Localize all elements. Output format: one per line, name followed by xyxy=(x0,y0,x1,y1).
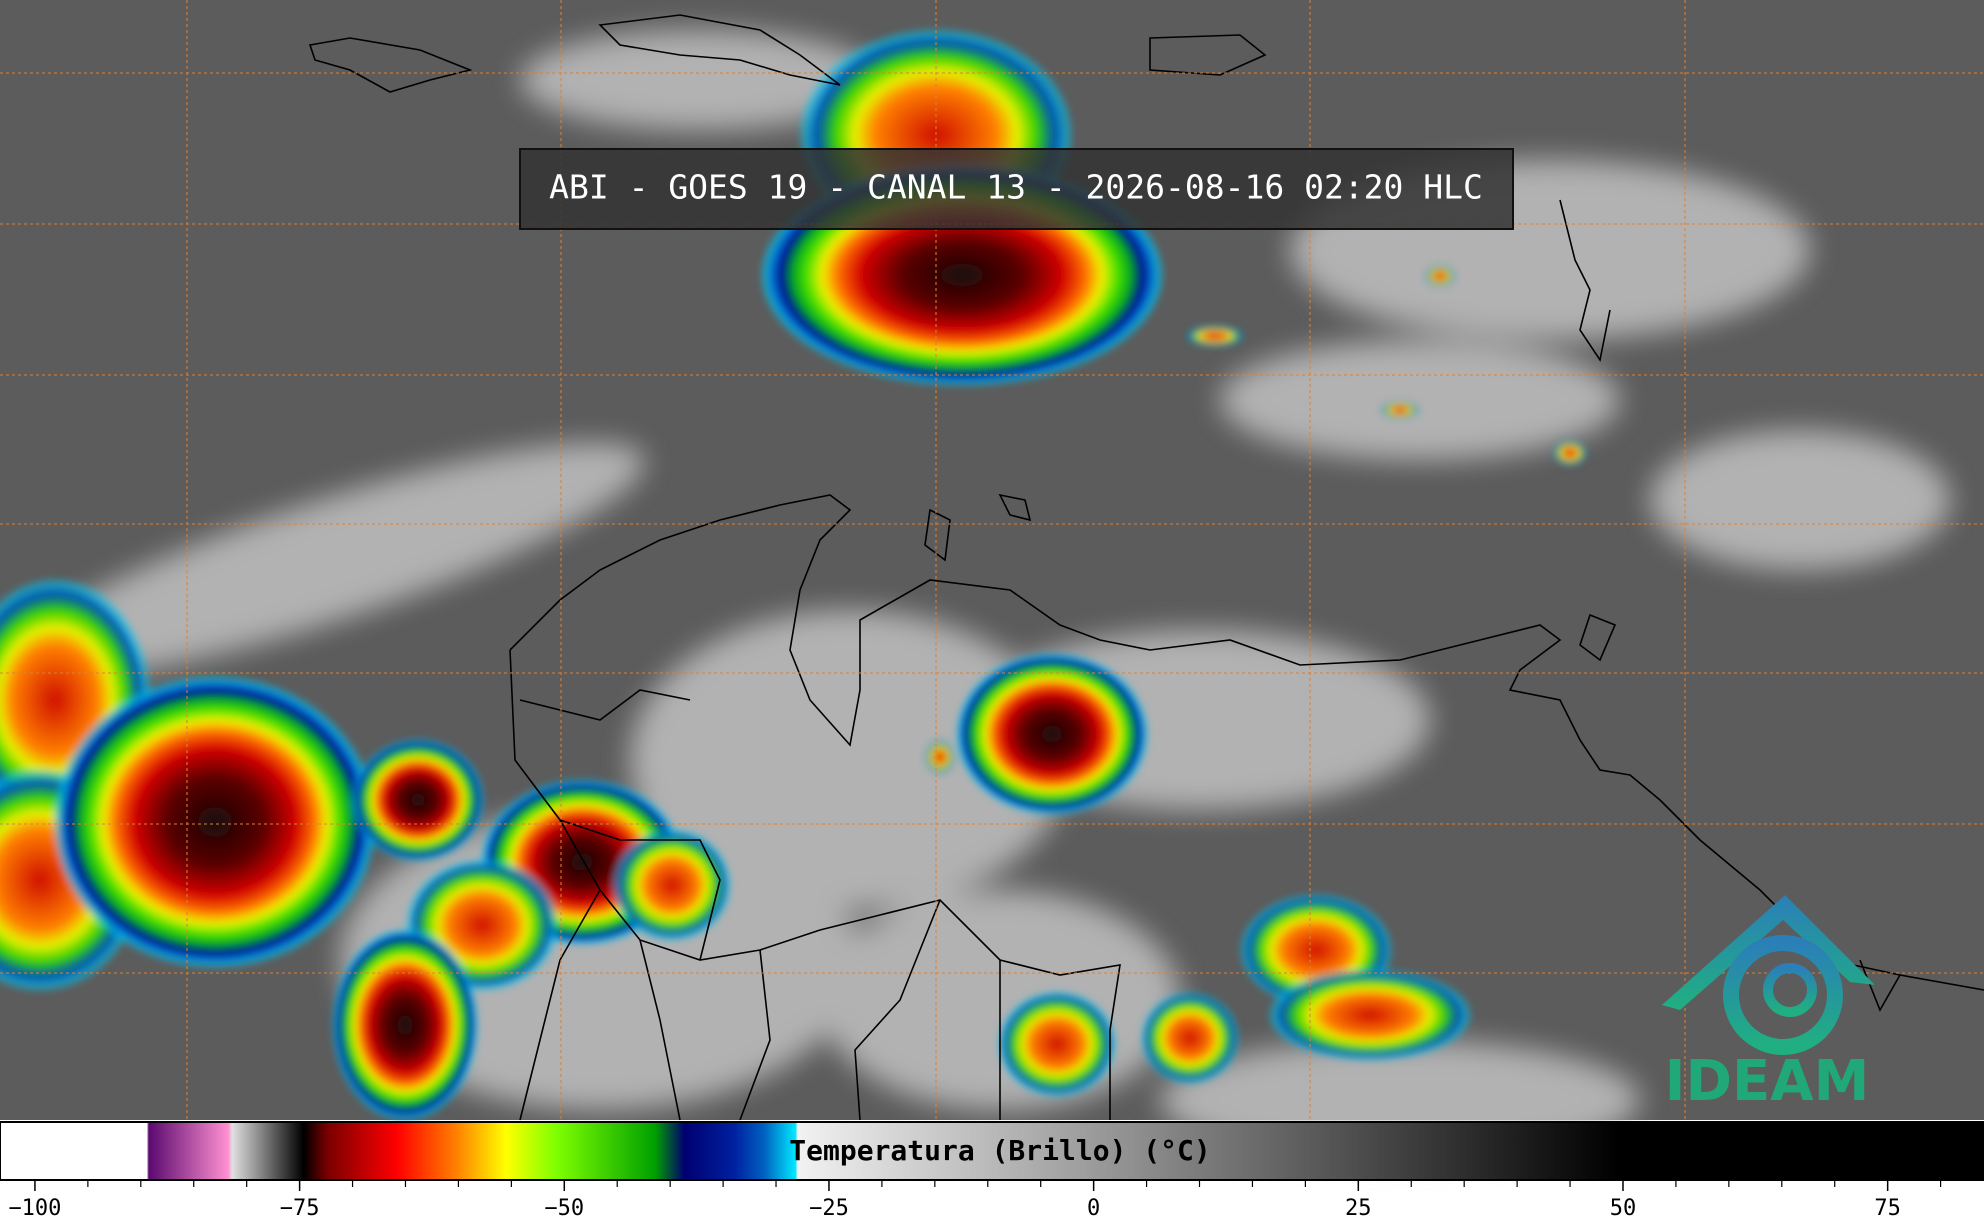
coastlines xyxy=(308,14,1984,1121)
tick-label: −25 xyxy=(809,1196,849,1221)
tick-label: −50 xyxy=(544,1196,584,1221)
title: ABI - GOES 19 - CANAL 13 - 2026-08-16 02… xyxy=(549,168,1483,207)
colorbar-label: Temperatura (Brillo) (°C) xyxy=(789,1134,1210,1167)
tick-label: 75 xyxy=(1874,1196,1901,1221)
title-box: ABI - GOES 19 - CANAL 13 - 2026-08-16 02… xyxy=(519,148,1514,230)
colorbar-scale xyxy=(0,1121,1984,1181)
tick-label: 25 xyxy=(1345,1196,1372,1221)
tick-label: −75 xyxy=(280,1196,320,1221)
logo-text: IDEAM xyxy=(1665,1049,1870,1114)
logo: IDEAM xyxy=(1662,895,1875,1114)
colorbar: Temperatura (Brillo) (°C) xyxy=(0,1121,1984,1181)
tick-label: 0 xyxy=(1087,1196,1100,1221)
tick-label: −100 xyxy=(8,1196,61,1221)
tick-label: 50 xyxy=(1610,1196,1637,1221)
